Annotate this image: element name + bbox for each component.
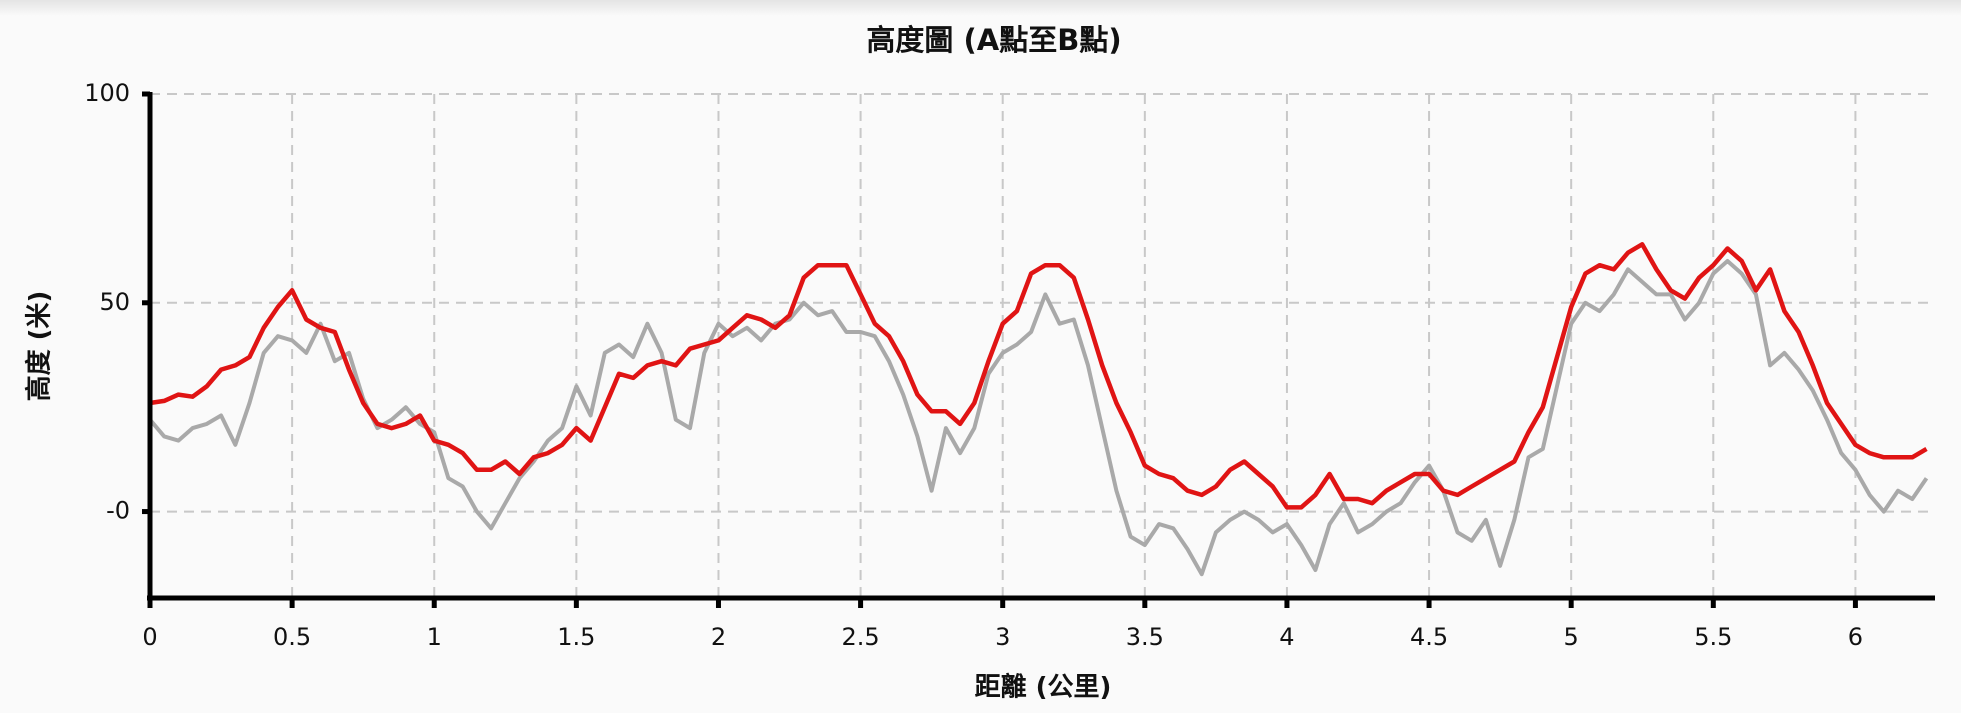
chart-title: 高度圖 (A點至B點) bbox=[866, 23, 1121, 57]
series-line bbox=[149, 242, 1928, 510]
x-tick-label: 4 bbox=[1279, 623, 1294, 651]
x-tick-label: 0 bbox=[142, 623, 157, 651]
x-axis-title: 距離 (公里) bbox=[975, 672, 1112, 703]
x-tick-label: 1.5 bbox=[557, 623, 595, 651]
x-tick-label: 2.5 bbox=[842, 623, 880, 651]
x-tick-label: 2 bbox=[711, 623, 726, 651]
x-tick-label: 4.5 bbox=[1410, 623, 1448, 651]
y-tick-label: -0 bbox=[106, 497, 130, 525]
x-tick-label: 0.5 bbox=[273, 623, 311, 651]
lines bbox=[148, 242, 1929, 577]
x-tick-label: 3 bbox=[995, 623, 1010, 651]
y-axis-title: 高度 (米) bbox=[24, 291, 55, 402]
series-line bbox=[148, 259, 1929, 577]
x-tick-label: 5 bbox=[1564, 623, 1579, 651]
x-tick-label: 5.5 bbox=[1694, 623, 1732, 651]
y-tick-label: 100 bbox=[84, 79, 130, 107]
axes: -0 50 100 0 0.5 1 1.5 2 2.5 3 3.5 4 4.5 5 5.5 6 bbox=[84, 79, 1935, 651]
x-tick-label: 3.5 bbox=[1126, 623, 1164, 651]
x-tick-label: 1 bbox=[427, 623, 442, 651]
grid bbox=[149, 93, 1935, 598]
y-tick-label: 50 bbox=[99, 288, 130, 316]
top-bar bbox=[0, 0, 1961, 16]
x-tick-label: 6 bbox=[1848, 623, 1863, 651]
